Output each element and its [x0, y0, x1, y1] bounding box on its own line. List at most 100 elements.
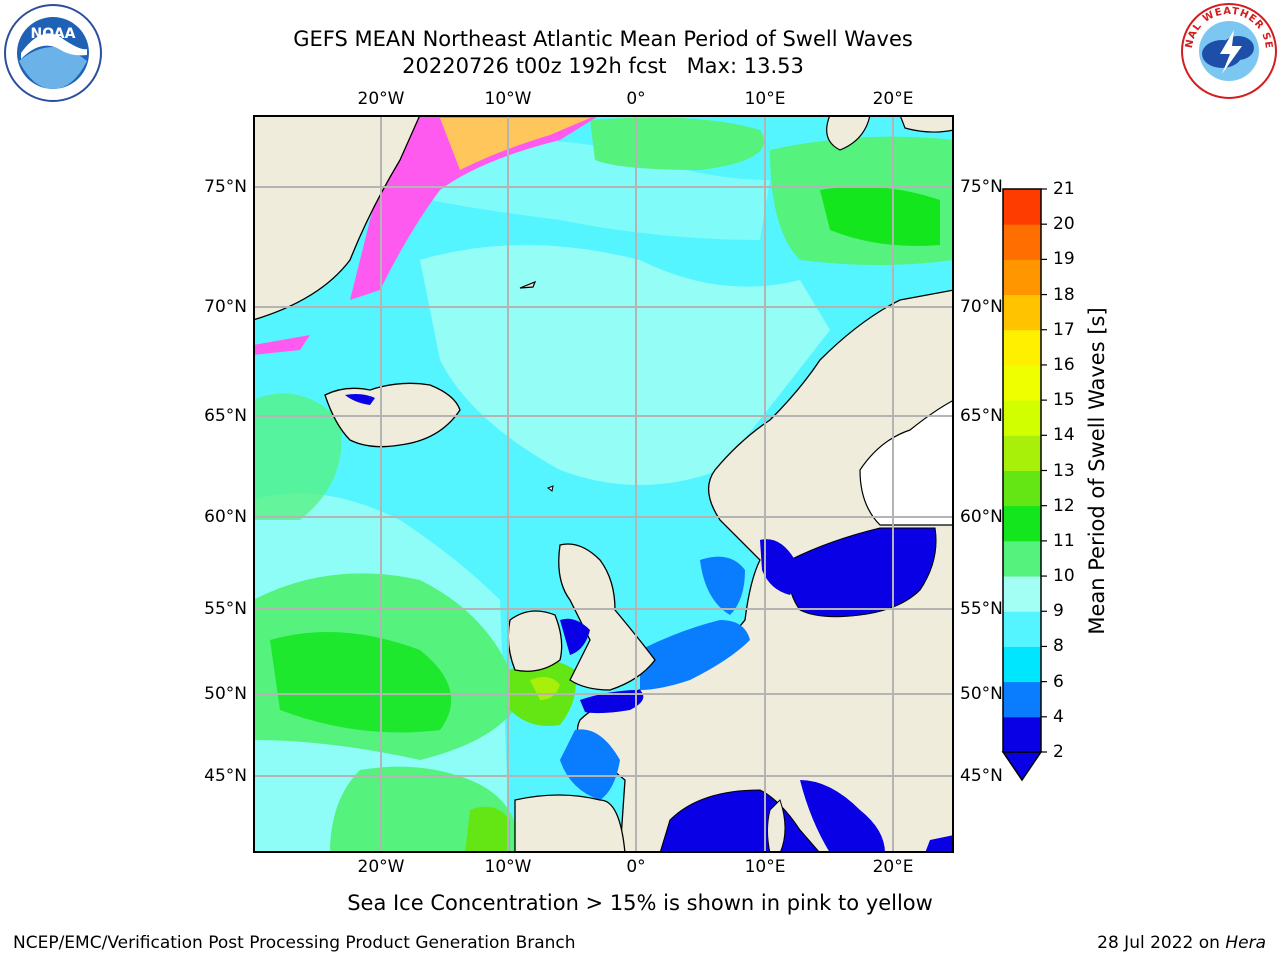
colorbar-tick-label: 15	[1053, 390, 1075, 411]
colorbar-tick-label: 18	[1053, 284, 1075, 305]
lat-label-right: 60°N	[960, 507, 1003, 527]
gulf-of-bothnia	[859, 399, 954, 526]
colorbar-tick-label: 20	[1053, 214, 1075, 235]
colorbar-band	[1003, 329, 1041, 366]
lat-label-left: 75°N	[204, 177, 247, 197]
colorbar-band	[1003, 505, 1041, 542]
colorbar-band	[1003, 259, 1041, 296]
colorbar-band	[1003, 646, 1041, 683]
lat-label-left: 55°N	[204, 599, 247, 619]
swell-field-8to9	[430, 140, 770, 240]
colorbar-tick-label: 21	[1053, 179, 1075, 199]
colorbar-tick-label: 14	[1053, 425, 1075, 446]
lat-label-right: 65°N	[960, 406, 1003, 426]
sea-ice-field	[350, 115, 600, 300]
lon-label-bottom: 0°	[626, 857, 646, 877]
noaa-logo-text: NOAA	[31, 26, 76, 42]
lat-label-right: 75°N	[960, 177, 1003, 197]
colorbar-tick-label: 2	[1053, 742, 1064, 762]
colorbar-band	[1003, 400, 1041, 436]
lon-label-top: 20°E	[872, 89, 914, 109]
colorbar-band	[1003, 681, 1041, 718]
colorbar-band	[1003, 576, 1041, 612]
colorbar-tick-label: 16	[1053, 354, 1075, 375]
tyrrhenian-adriatic	[800, 780, 885, 853]
swell-period-map	[253, 115, 954, 853]
irish-sea	[560, 618, 590, 655]
colorbar-tick-label: 11	[1053, 530, 1075, 551]
colorbar-tick-label: 9	[1053, 601, 1064, 622]
colorbar-tick-label: 13	[1053, 460, 1075, 481]
colorbar-band	[1003, 470, 1041, 507]
colorbar-band	[1003, 435, 1041, 471]
swell-field-11to12	[465, 806, 510, 853]
footer-branch: NCEP/EMC/Verification Post Processing Pr…	[13, 933, 576, 953]
map-border	[253, 115, 954, 853]
lat-label-right: 50°N	[960, 684, 1003, 704]
svalbard-land	[826, 115, 871, 151]
jan-mayen-land	[519, 280, 537, 289]
lon-label-bottom: 10°W	[484, 857, 532, 877]
lon-label-top: 10°E	[744, 89, 786, 109]
graticule	[253, 115, 954, 853]
ireland-land	[507, 610, 563, 672]
lat-label-left: 50°N	[204, 684, 247, 704]
swell-field-2to4	[345, 394, 375, 405]
lat-label-left: 65°N	[204, 406, 247, 426]
footer-date-text: 28 Jul 2022 on	[1097, 933, 1226, 953]
sea-ice-field	[253, 335, 310, 355]
colorbar-band	[1003, 224, 1041, 260]
lat-label-left: 60°N	[204, 507, 247, 527]
colorbar-tick-label: 19	[1053, 249, 1075, 270]
greenland-land	[253, 115, 421, 321]
lon-label-bottom: 20°W	[357, 857, 405, 877]
iberia-land	[514, 794, 626, 853]
sea-ice-note: Sea Ice Concentration > 15% is shown in …	[347, 891, 933, 915]
colorbar-label: Mean Period of Swell Waves [s]	[1085, 307, 1109, 635]
lon-label-top: 0°	[626, 89, 646, 109]
colorbar-band	[1003, 540, 1041, 577]
swell-field-8to9	[420, 245, 830, 485]
colorbar-band	[1003, 611, 1041, 647]
colorbar-band	[1003, 716, 1041, 753]
great-britain-land	[558, 543, 656, 691]
italy-corsica	[767, 799, 786, 853]
aegean-sea	[925, 835, 954, 853]
lon-label-bottom: 20°E	[872, 857, 914, 877]
lat-label-right: 70°N	[960, 297, 1003, 317]
swell-field-10to11	[820, 186, 940, 246]
kattegat	[760, 539, 797, 595]
lat-label-right: 45°N	[960, 766, 1003, 786]
bay-of-biscay	[560, 729, 620, 800]
faroe-land	[546, 485, 554, 492]
map-title: GEFS MEAN Northeast Atlantic Mean Period…	[293, 27, 913, 51]
colorbar-tick-label: 6	[1053, 671, 1064, 692]
skagerrak	[700, 556, 745, 615]
colorbar-tick-label: 8	[1053, 636, 1064, 657]
footer-date: 28 Jul 2022 on Hera	[1097, 933, 1266, 953]
lat-label-right: 55°N	[960, 599, 1003, 619]
colorbar-extend-arrow	[1001, 751, 1043, 782]
colorbar-tick-label: 12	[1053, 495, 1075, 516]
north-sea-coastal	[640, 620, 750, 690]
colorbar-tick-label: 4	[1053, 706, 1064, 727]
colorbar-tick-label: 10	[1053, 566, 1075, 587]
lat-label-left: 45°N	[204, 766, 247, 786]
lat-label-left: 70°N	[204, 297, 247, 317]
swell-field-10to11	[270, 632, 452, 733]
lon-label-top: 20°W	[357, 89, 405, 109]
swell-field-9to10	[253, 393, 342, 520]
lon-label-bottom: 10°E	[744, 857, 786, 877]
colorbar-tick-label: 17	[1053, 319, 1075, 340]
colorbar-band	[1003, 294, 1041, 331]
map-subtitle: 20220726 t00z 192h fcst Max: 13.53	[402, 54, 804, 78]
colorbar	[1001, 188, 1047, 782]
english-channel	[580, 690, 644, 714]
sea-ice-field	[440, 118, 590, 170]
colorbar-band	[1003, 364, 1041, 401]
footer-host: Hera	[1225, 933, 1266, 953]
colorbar-band	[1003, 189, 1041, 225]
swell-field-9to10	[590, 117, 764, 170]
nws-logo-icon: NATIONAL WEATHER SERVICE	[1180, 2, 1277, 99]
noaa-logo-icon: NOAA	[4, 4, 102, 102]
